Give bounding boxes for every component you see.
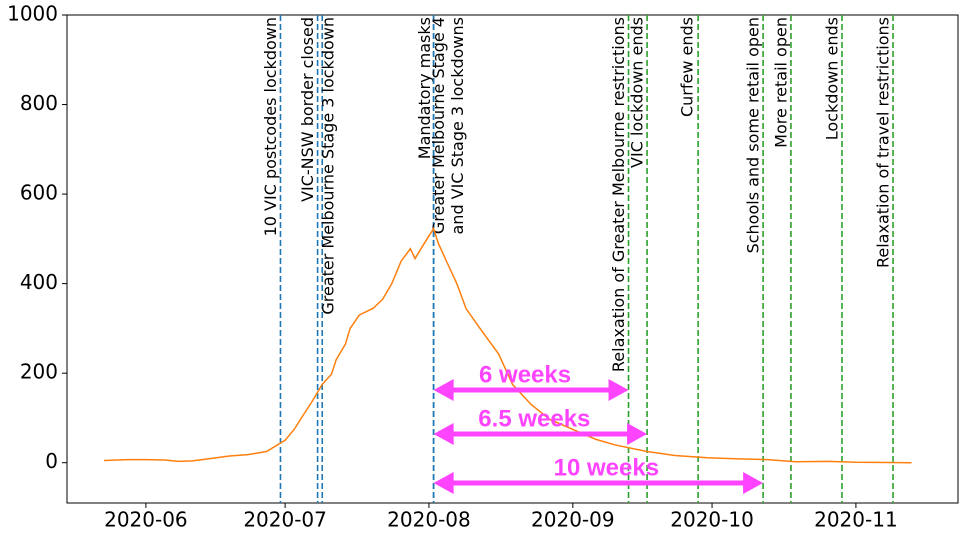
x-tick-label: 2020-06 [104,508,188,532]
arrow-label: 6.5 weeks [478,405,590,432]
event-label: Curfew ends [678,17,697,117]
arrow-label: 6 weeks [479,361,571,388]
event-label: Relaxation of travel restrictions [874,17,893,268]
event-label: and VIC Stage 3 lockdowns [448,17,467,235]
event-label: Schools and some retail open [744,17,763,253]
x-tick-label: 2020-08 [387,508,471,532]
y-tick-label: 200 [20,360,58,384]
arrow-head [627,423,648,445]
arrow-head [608,379,629,401]
arrow-head [433,423,454,445]
x-tick-label: 2020-11 [814,508,898,532]
event-label: Greater Melbourne Stage 4 [429,17,448,234]
arrow-head [433,379,454,401]
arrow-label: 10 weeks [554,454,659,481]
x-tick-label: 2020-09 [531,508,615,532]
arrow-head [743,472,764,494]
plot-frame [66,14,959,504]
span-arrow [433,379,629,401]
y-tick-label: 600 [20,181,58,205]
arrow-head [433,472,454,494]
event-label: VIC lockdown ends [628,17,647,168]
span-arrow [433,423,648,445]
y-tick-label: 0 [45,449,58,473]
event-label: Lockdown ends [822,17,841,140]
y-tick-label: 1000 [7,2,58,26]
event-label: Mandatory masks [415,17,434,159]
event-label: More retail open [771,17,790,148]
y-tick-label: 400 [20,270,58,294]
event-label: 10 VIC postcodes lockdown [261,17,280,236]
event-label: VIC-NSW border closed [298,17,317,202]
x-tick-label: 2020-10 [670,508,754,532]
event-label: Relaxation of Greater Melbourne restrict… [609,17,628,372]
y-tick-label: 800 [20,91,58,115]
data-line [104,226,912,464]
span-arrow [433,472,764,494]
event-label: Greater Melbourne Stage 3 lockdown [319,17,338,315]
x-tick-label: 2020-07 [243,508,327,532]
